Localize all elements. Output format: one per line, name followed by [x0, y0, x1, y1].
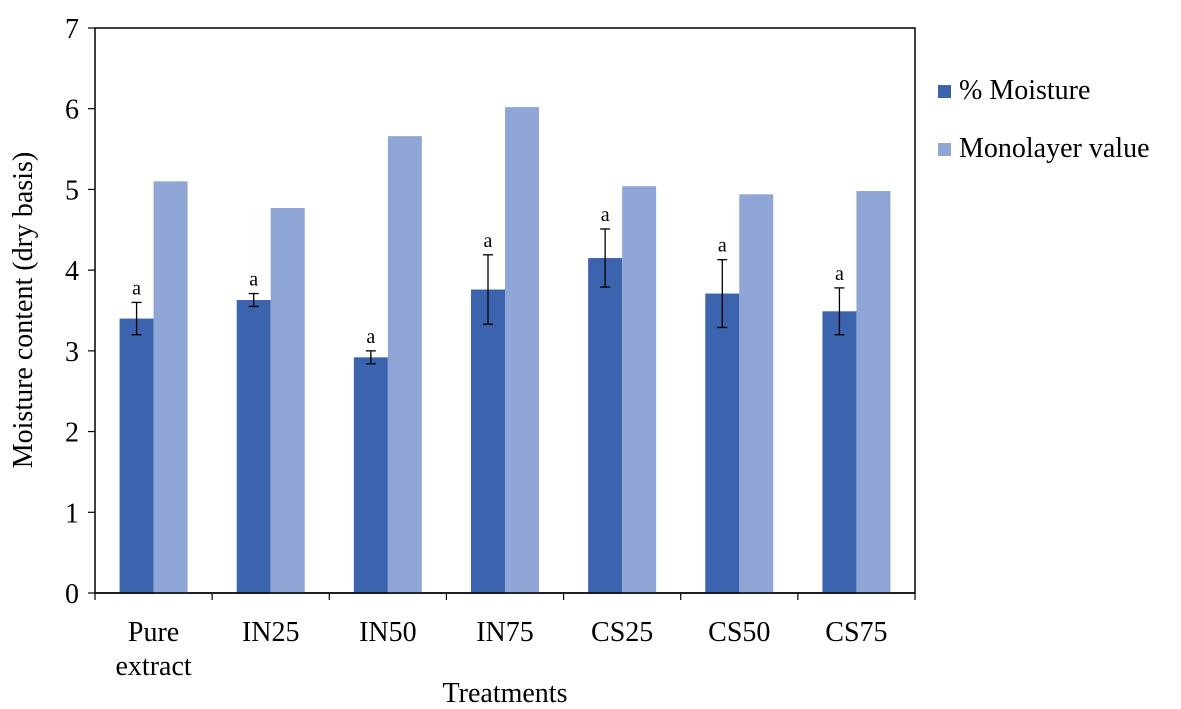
bar-moisture-1 [236, 300, 271, 593]
x-tick-label-0-1: extract [115, 651, 191, 682]
y-tick-label-5: 5 [65, 175, 79, 206]
bar-monolayer-6 [856, 191, 891, 594]
bar-moisture-5 [705, 293, 740, 593]
bar-moisture-3 [471, 289, 505, 593]
bar-monolayer-3 [505, 107, 539, 593]
bar-monolayer-2 [387, 136, 422, 593]
legend-swatch-monolayer [938, 142, 951, 156]
bar-moisture-2 [353, 357, 388, 593]
x-tick-label-3: IN75 [476, 617, 534, 648]
y-tick-label-4: 4 [65, 256, 79, 287]
significance-label-2: a [366, 326, 375, 348]
significance-label-5: a [718, 235, 727, 257]
legend: % Moisture Monolayer value [938, 62, 1150, 178]
bar-moisture-6 [822, 311, 857, 593]
legend-label-moisture: % Moisture [959, 75, 1091, 106]
x-tick-label-2: IN50 [359, 617, 417, 648]
significance-label-6: a [835, 263, 844, 285]
legend-swatch-moisture [938, 84, 951, 98]
significance-label-3: a [484, 230, 493, 252]
legend-item-moisture: % Moisture [938, 62, 1150, 120]
x-tick-label-6: CS75 [825, 617, 887, 648]
x-tick-label-0-0: Pure [128, 617, 179, 648]
y-tick-label-7: 7 [65, 14, 79, 45]
x-tick-label-1: IN25 [242, 617, 300, 648]
bar-monolayer-4 [622, 186, 657, 593]
significance-label-0: a [132, 277, 141, 299]
x-axis-label: Treatments [443, 678, 568, 709]
bar-monolayer-5 [739, 194, 774, 593]
legend-item-monolayer: Monolayer value [938, 120, 1150, 178]
bar-moisture-0 [119, 318, 154, 593]
bar-monolayer-0 [153, 181, 188, 593]
significance-label-4: a [601, 204, 610, 226]
bar-moisture-4 [588, 258, 623, 593]
y-tick-label-0: 0 [65, 579, 79, 610]
significance-label-1: a [249, 269, 258, 291]
y-tick-label-3: 3 [65, 337, 79, 368]
y-axis-label: Moisture content (dry basis) [8, 152, 39, 469]
legend-label-monolayer: Monolayer value [959, 133, 1150, 164]
y-tick-label-2: 2 [65, 418, 79, 449]
x-tick-label-5: CS50 [708, 617, 770, 648]
bar-monolayer-1 [270, 207, 305, 593]
y-tick-label-1: 1 [65, 498, 79, 529]
y-tick-label-6: 6 [65, 95, 79, 126]
x-tick-label-4: CS25 [591, 617, 653, 648]
